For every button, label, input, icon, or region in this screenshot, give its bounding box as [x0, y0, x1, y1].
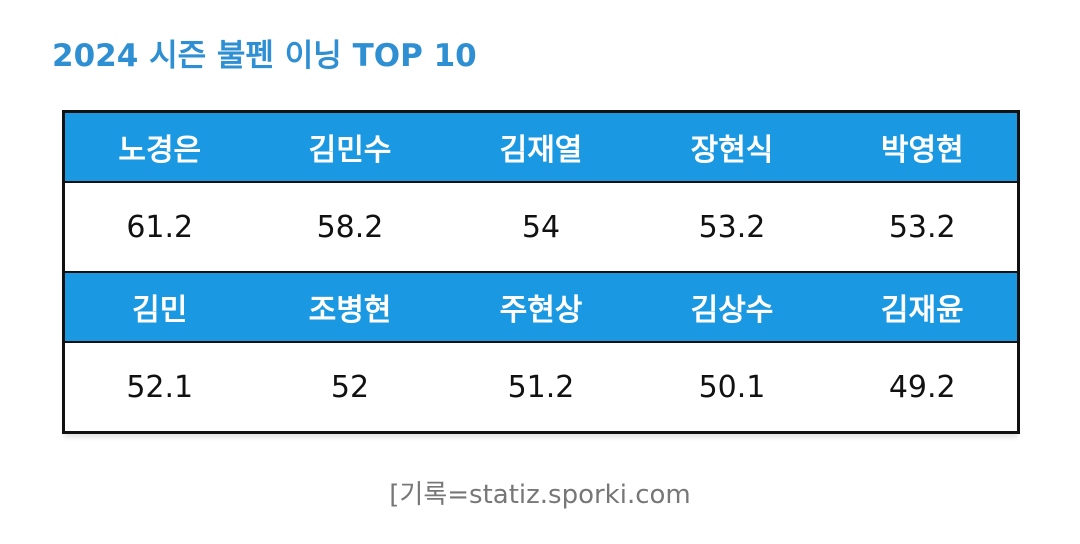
table-body: 노경은 김민수 김재열 장현식 박영현 61.2 58.2 54 53.2 53.2 김민 조병현 주현…: [63, 111, 1019, 433]
innings: 50.1: [636, 341, 828, 433]
innings: 54: [445, 181, 637, 272]
innings: 49.2: [827, 341, 1019, 433]
value-row: 61.2 58.2 54 53.2 53.2: [63, 181, 1019, 272]
player-name: 노경은: [63, 111, 255, 182]
player-name: 김재윤: [827, 271, 1019, 342]
innings: 53.2: [827, 181, 1019, 272]
innings: 53.2: [636, 181, 828, 272]
name-row: 김민 조병현 주현상 김상수 김재윤: [63, 271, 1019, 342]
bullpen-table: 노경은 김민수 김재열 장현식 박영현 61.2 58.2 54 53.2 53.2 김민 조병현 주현…: [62, 110, 1020, 434]
source: [기록=statiz.sporki.com: [389, 480, 691, 510]
player-name: 박영현: [827, 111, 1019, 182]
value-row: 52.1 52 51.2 50.1 49.2: [63, 341, 1019, 433]
player-name: 김민수: [254, 111, 446, 182]
player-name: 김재열: [445, 111, 637, 182]
player-name: 장현식: [636, 111, 828, 182]
innings: 61.2: [63, 181, 255, 272]
player-name: 김민: [63, 271, 255, 342]
innings: 52: [254, 341, 446, 433]
innings: 52.1: [63, 341, 255, 433]
innings: 51.2: [445, 341, 637, 433]
name-row: 노경은 김민수 김재열 장현식 박영현: [63, 111, 1019, 182]
player-name: 주현상: [445, 271, 637, 342]
innings: 58.2: [254, 181, 446, 272]
player-name: 조병현: [254, 271, 446, 342]
player-name: 김상수: [636, 271, 828, 342]
title: 2024 시즌 불펜 이닝 TOP 10: [52, 38, 477, 74]
